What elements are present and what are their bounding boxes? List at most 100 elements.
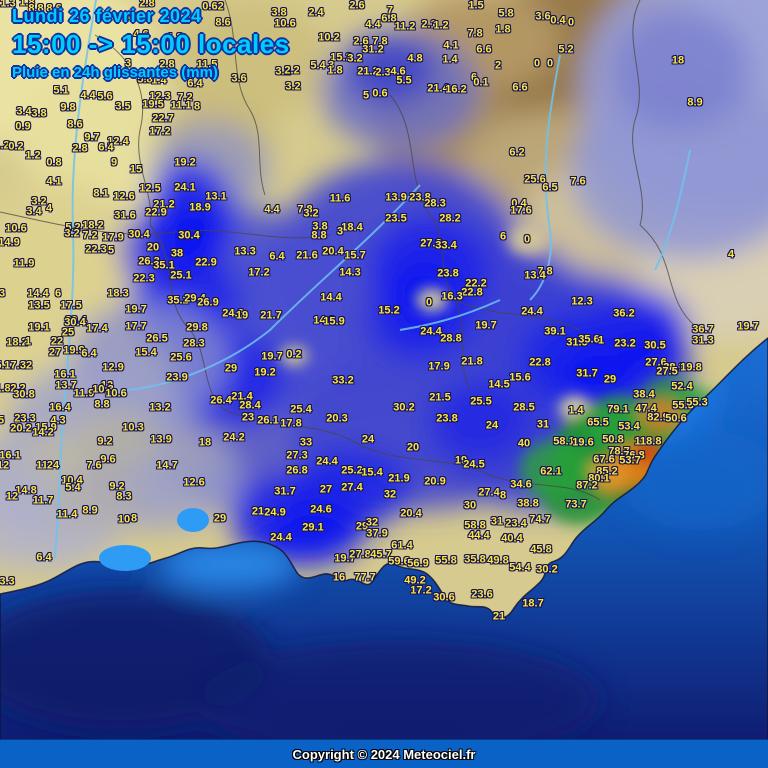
station-value-label: 53.7: [619, 454, 641, 467]
station-values-layer: 1.3 1.8 8.8 8.6 0.8 2.8 0.62 8.6 4.6 1.2 3 2.8 11.5 5…: [0, 0, 759, 622]
station-value-label: 27: [319, 483, 333, 496]
station-value-label: 1.8: [327, 64, 343, 77]
station-value-label: 50.8: [602, 433, 624, 446]
station-value-label: 30.5: [644, 339, 666, 352]
station-value-label: 5.4: [310, 59, 326, 72]
station-value-label: 11.7: [32, 494, 54, 507]
station-value-label: 54.4: [509, 561, 531, 574]
station-value-label: 15.6: [509, 371, 531, 384]
station-value-label: 22.8: [461, 286, 483, 299]
station-value-label: 3.8: [271, 6, 287, 19]
station-value-label: 6.6: [476, 43, 492, 56]
station-value-label: 17.4: [86, 322, 108, 335]
station-value-label: 19.7: [334, 552, 356, 565]
station-value-label: 1.2: [0, 139, 10, 152]
station-value-label: 6.8: [381, 12, 397, 25]
station-value-label: 18.3: [107, 287, 129, 300]
station-value-label: 19: [235, 309, 249, 322]
station-value-label: 118.8: [634, 435, 662, 448]
station-value-label: 9: [110, 156, 118, 169]
station-value-label: 14.8: [15, 484, 37, 497]
station-value-label: 50.6: [665, 412, 687, 425]
station-value-label: 17.5: [60, 299, 82, 312]
station-value-label: 4.4: [365, 18, 381, 31]
station-value-label: 49.2: [404, 574, 426, 587]
station-value-label: 8.6: [215, 16, 231, 29]
station-value-label: 2: [494, 59, 502, 72]
station-value-label: 24.4: [521, 305, 543, 318]
station-value-label: 55.3: [686, 396, 708, 409]
station-value-label: 4.6: [390, 65, 406, 78]
station-value-label: 28.5: [513, 401, 535, 414]
station-value-label: 79.1: [607, 403, 629, 416]
station-value-label: 19.7: [261, 350, 283, 363]
station-value-label: 15.9: [323, 315, 345, 328]
station-value-label: 4: [727, 248, 735, 261]
station-value-label: 3.2: [31, 195, 47, 208]
station-value-label: 16.1: [0, 449, 21, 462]
station-value-label: 1.8: [495, 23, 511, 36]
station-value-label: 15.7: [344, 249, 366, 262]
station-value-label: 0.6: [372, 87, 388, 100]
station-value-label: 17.7: [125, 320, 147, 333]
station-value-label: 17.2: [410, 584, 432, 597]
station-value-label: 13.9: [150, 433, 172, 446]
station-value-label: 0.2: [8, 140, 24, 153]
station-value-label: 8.1: [93, 187, 109, 200]
station-value-label: 8.8: [311, 229, 327, 242]
station-value-label: 28.3: [424, 197, 446, 210]
station-value-label: 12.4: [107, 135, 129, 148]
station-value-label: 14.3: [339, 266, 361, 279]
station-value-label: 32: [365, 516, 379, 529]
station-value-label: 24.4: [316, 455, 338, 468]
station-value-label: 9.2: [97, 435, 113, 448]
station-value-label: 35.6: [578, 333, 600, 346]
station-value-label: 24.6: [310, 503, 332, 516]
station-value-label: 21.5: [429, 391, 451, 404]
station-value-label: 1: [597, 334, 605, 347]
station-value-label: 15: [129, 163, 143, 176]
station-value-label: 49.8: [487, 554, 509, 567]
station-value-label: 8.6: [46, 2, 62, 15]
station-value-label: 85.2: [596, 465, 618, 478]
station-value-label: 1.8: [19, 0, 35, 9]
station-value-label: 25.4: [290, 403, 312, 416]
subtitle-label: Pluie en 24h glissantes (mm): [12, 64, 218, 81]
coastal-lagoon: [177, 508, 209, 532]
station-value-label: 29: [224, 362, 238, 375]
station-value-label: 22.9: [145, 206, 167, 219]
station-value-label: 1.3: [0, 0, 16, 10]
station-value-label: 9.6: [100, 453, 116, 466]
station-value-label: 22.7: [152, 112, 174, 125]
station-value-label: 2.8: [72, 142, 88, 155]
station-value-label: 8.8: [94, 398, 110, 411]
station-value-label: 33.2: [332, 374, 354, 387]
station-value-label: 23.9: [166, 371, 188, 384]
station-value-label: 28.1: [663, 361, 685, 374]
station-value-label: 5.8: [137, 73, 153, 86]
station-value-label: 1: [24, 335, 32, 348]
station-value-label: 18.4: [341, 221, 363, 234]
station-value-label: 13.9: [385, 191, 407, 204]
station-value-label: 8: [193, 100, 201, 113]
station-value-label: 73.7: [565, 498, 587, 511]
station-value-label: 19.6: [572, 436, 594, 449]
station-value-label: 12.5: [139, 182, 161, 195]
station-value-label: 22.3: [133, 272, 155, 285]
station-value-label: 10.6: [5, 222, 27, 235]
station-value-label: 9.2: [109, 480, 125, 493]
station-value-label: 53.4: [618, 420, 640, 433]
station-value-label: 10.2: [318, 31, 340, 44]
station-value-label: 5: [107, 244, 115, 257]
station-value-label: 39.1: [544, 325, 566, 338]
station-value-label: 12: [100, 379, 114, 392]
station-value-label: 65.5: [587, 416, 609, 429]
station-value-label: 7.2: [177, 91, 193, 104]
station-value-label: 2.8: [159, 58, 175, 71]
station-value-label: 10.4: [61, 474, 83, 487]
station-value-label: 55.5: [672, 399, 694, 412]
station-value-label: 19.1: [28, 321, 50, 334]
station-value-label: 17.2: [248, 266, 270, 279]
station-value-label: 8.6: [67, 118, 83, 131]
station-value-label: 13.1: [205, 190, 227, 203]
